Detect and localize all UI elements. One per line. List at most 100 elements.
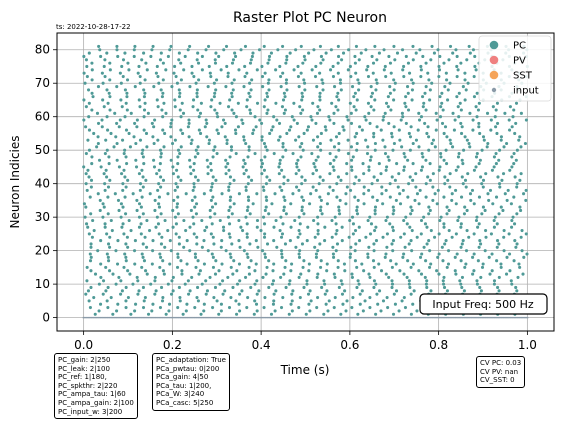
pc-spike-point — [373, 212, 377, 216]
pc-spike-point — [332, 255, 336, 259]
pc-spike-point — [498, 148, 502, 152]
pc-spike-point — [125, 78, 130, 82]
input-spike-point — [233, 316, 236, 319]
pc-spike-point — [440, 245, 444, 249]
pc-spike-point — [467, 44, 471, 48]
input-spike-point — [316, 316, 319, 319]
pc-spike-point — [222, 229, 226, 233]
pc-spike-point — [297, 215, 301, 219]
pc-spike-point — [437, 252, 441, 256]
input-spike-point — [103, 316, 106, 319]
pc-spike-point — [373, 141, 377, 146]
pc-spike-point — [464, 88, 468, 92]
pc-spike-point — [87, 51, 91, 55]
pc-spike-point — [456, 105, 460, 109]
pc-spike-point — [391, 239, 396, 243]
pc-spike-point — [100, 71, 104, 75]
pc-spike-point — [411, 262, 415, 266]
pc-spike-point — [285, 88, 289, 92]
pc-spike-point — [172, 71, 176, 75]
pc-spike-point — [463, 78, 467, 82]
pc-spike-point — [140, 168, 144, 172]
pc-spike-point — [339, 279, 343, 283]
pc-spike-point — [403, 245, 407, 249]
pc-spike-point — [435, 202, 439, 206]
pc-spike-point — [414, 185, 418, 189]
pc-spike-point — [167, 309, 171, 313]
pc-spike-point — [384, 272, 388, 276]
pc-spike-point — [224, 85, 228, 89]
pc-spike-point — [436, 48, 440, 52]
pc-spike-point — [101, 98, 105, 102]
pc-spike-point — [91, 95, 95, 99]
input-spike-point — [489, 316, 492, 319]
input-spike-point — [89, 316, 92, 319]
pc-spike-point — [406, 108, 411, 112]
pc-spike-point — [421, 155, 425, 159]
pc-spike-point — [93, 272, 98, 276]
pc-spike-point — [171, 172, 176, 176]
pc-spike-point — [142, 162, 146, 166]
pc-spike-point — [248, 242, 252, 246]
pc-spike-point — [290, 309, 294, 313]
input-spike-point — [119, 316, 122, 319]
pc-spike-point — [305, 128, 309, 132]
pc-spike-point — [207, 44, 211, 48]
pc-spike-point — [281, 141, 285, 146]
pc-spike-point — [166, 282, 170, 286]
pc-spike-point — [495, 239, 500, 243]
pc-spike-point — [149, 54, 153, 58]
pc-spike-point — [122, 151, 126, 156]
pc-spike-point — [191, 188, 195, 192]
pc-spike-point — [457, 151, 461, 156]
pc-spike-point — [238, 245, 242, 249]
pc-spike-point — [140, 252, 144, 256]
pc-spike-point — [334, 135, 339, 139]
pc-spike-point — [213, 285, 218, 290]
pc-spike-point — [353, 61, 357, 65]
pc-spike-point — [120, 105, 124, 109]
pc-spike-point — [383, 255, 387, 259]
pc-spike-point — [425, 279, 429, 283]
pc-spike-point — [232, 111, 236, 115]
input-spike-point — [283, 316, 286, 319]
pc-spike-point — [95, 145, 99, 149]
pc-spike-point — [243, 74, 247, 79]
pc-spike-point — [235, 312, 239, 316]
input-spike-point — [270, 316, 273, 319]
pc-spike-point — [251, 131, 255, 135]
pc-spike-point — [190, 198, 194, 202]
input-spike-point — [205, 316, 208, 319]
pc-spike-point — [262, 188, 266, 192]
pc-spike-point — [356, 198, 360, 202]
pc-spike-point — [362, 202, 366, 206]
pc-spike-point — [261, 249, 265, 253]
pc-spike-point — [476, 225, 480, 229]
pc-spike-point — [402, 272, 406, 276]
pc-spike-point — [188, 289, 192, 293]
pc-spike-point — [122, 232, 126, 236]
pc-spike-point — [366, 101, 371, 105]
pc-spike-point — [222, 118, 226, 122]
pc-spike-point — [334, 105, 338, 109]
pc-spike-point — [133, 85, 137, 89]
pc-spike-point — [378, 289, 382, 293]
pc-spike-point — [478, 131, 482, 135]
pc-spike-point — [279, 85, 283, 89]
pc-spike-point — [427, 78, 431, 82]
pc-spike-point — [279, 275, 283, 279]
pc-spike-point — [136, 71, 140, 75]
pc-spike-point — [297, 135, 301, 139]
pc-spike-point — [419, 168, 423, 172]
pc-spike-point — [478, 239, 482, 243]
pc-spike-point — [89, 285, 93, 290]
pc-spike-point — [106, 255, 110, 259]
pc-spike-point — [442, 225, 446, 229]
pc-spike-point — [350, 306, 354, 310]
pc-spike-point — [377, 162, 381, 166]
pc-spike-point — [510, 165, 514, 169]
pc-spike-point — [141, 148, 145, 152]
pc-spike-point — [408, 225, 412, 229]
pc-spike-point — [517, 262, 521, 266]
pc-spike-point — [245, 306, 249, 310]
